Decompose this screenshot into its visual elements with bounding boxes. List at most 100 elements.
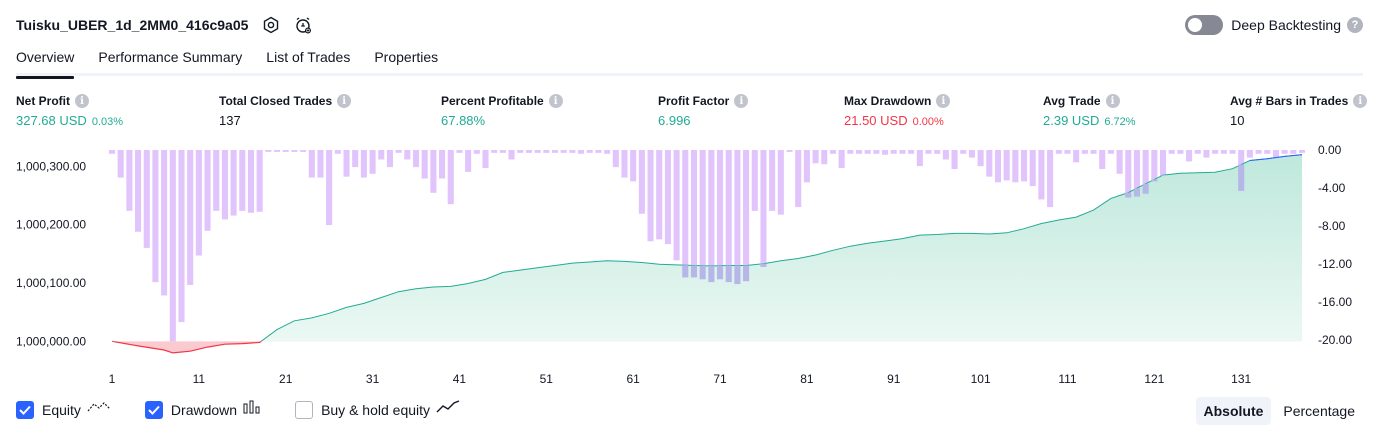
metric-label: Percent Profitable bbox=[441, 94, 544, 108]
x-tick-label: 91 bbox=[887, 372, 901, 386]
buy-hold-checkbox[interactable] bbox=[295, 400, 314, 419]
drawdown-bar bbox=[638, 150, 645, 214]
info-icon[interactable]: i bbox=[1353, 94, 1368, 108]
drawdown-bar bbox=[265, 150, 272, 152]
drawdown-bar bbox=[439, 150, 446, 179]
drawdown-bar bbox=[847, 150, 854, 154]
tab-overview[interactable]: Overview bbox=[16, 44, 75, 79]
drawdown-bar-overlap bbox=[708, 266, 715, 283]
equity-line-positive bbox=[112, 154, 1303, 342]
drawdown-checkbox[interactable] bbox=[144, 400, 163, 419]
metric-sub-value: 6.72% bbox=[1104, 116, 1136, 128]
drawdown-bar bbox=[951, 150, 958, 170]
percentage-button[interactable]: Percentage bbox=[1283, 403, 1355, 419]
tab-performance-summary[interactable]: Performance Summary bbox=[98, 49, 243, 65]
drawdown-bar bbox=[1264, 150, 1271, 154]
drawdown-bar bbox=[343, 150, 350, 177]
strategy-header: Tuisku_UBER_1d_2MM0_416c9a05 bbox=[16, 12, 312, 38]
drawdown-bar bbox=[1177, 150, 1184, 154]
drawdown-bar bbox=[838, 150, 845, 169]
info-icon[interactable]: i bbox=[548, 94, 563, 108]
x-tick-label: 11 bbox=[193, 372, 206, 386]
drawdown-bar bbox=[465, 150, 472, 172]
drawdown-bar bbox=[334, 150, 341, 154]
drawdown-bar bbox=[812, 150, 819, 164]
drawdown-bar bbox=[786, 150, 793, 152]
metric-value: 10 bbox=[1230, 113, 1245, 128]
drawdown-bar bbox=[1073, 150, 1080, 163]
absolute-button[interactable]: Absolute bbox=[1195, 397, 1272, 425]
drawdown-bar bbox=[673, 150, 680, 261]
x-axis: 1 11 21 31 41 51 61 71 81 91 101 111 121 131 bbox=[109, 372, 1252, 386]
drawdown-bar bbox=[534, 150, 541, 153]
y-left-tick-label: 1,000,300.00 bbox=[16, 159, 86, 173]
drawdown-bar bbox=[1003, 150, 1010, 181]
drawdown-bar bbox=[795, 150, 802, 208]
equity-checkbox[interactable] bbox=[16, 400, 34, 419]
info-icon[interactable]: i bbox=[337, 94, 352, 108]
drawdown-bar bbox=[326, 150, 333, 226]
drawdown-bar bbox=[994, 150, 1002, 183]
drawdown-bar-overlap bbox=[1151, 179, 1158, 182]
metric-total-closed-trades: Total Closed Trades i 137 bbox=[219, 92, 352, 128]
drawdown-bar bbox=[543, 150, 550, 153]
y-left-tick-label: 1,000,200.00 bbox=[16, 218, 86, 232]
help-icon[interactable]: ? bbox=[1347, 17, 1363, 33]
drawdown-bar bbox=[508, 150, 515, 160]
x-tick-label: 41 bbox=[453, 372, 467, 386]
drawdown-bar bbox=[430, 150, 437, 193]
add-alert-icon[interactable] bbox=[294, 16, 312, 34]
metric-net-profit: Net Profit i 327.68 USD 0.03% bbox=[16, 92, 123, 128]
legend-drawdown-label: Drawdown bbox=[170, 401, 238, 418]
drawdown-bar bbox=[378, 150, 385, 160]
drawdown-bar-overlap bbox=[1142, 183, 1149, 194]
drawdown-bar bbox=[578, 150, 585, 154]
deep-backtesting-toggle[interactable] bbox=[1185, 15, 1224, 35]
x-tick-label: 1 bbox=[109, 372, 116, 386]
legend-buy-hold[interactable]: Buy & hold equity bbox=[295, 400, 460, 419]
drawdown-bar-overlap bbox=[690, 265, 698, 278]
drawdown-bar bbox=[482, 150, 489, 169]
drawdown-bar bbox=[855, 150, 863, 154]
legend-equity[interactable]: Equity bbox=[16, 400, 111, 419]
drawdown-bar-overlap bbox=[1125, 192, 1132, 198]
drawdown-bar bbox=[317, 150, 324, 178]
drawdown-bar bbox=[360, 150, 367, 178]
metric-label: Avg # Bars in Trades bbox=[1230, 94, 1349, 108]
drawdown-bar-overlap bbox=[699, 265, 706, 280]
y-left-tick-label: 1,000,100.00 bbox=[16, 276, 86, 290]
drawdown-bar-overlap bbox=[734, 265, 741, 285]
x-tick-label: 71 bbox=[713, 372, 727, 386]
info-icon[interactable]: i bbox=[1105, 94, 1120, 108]
drawdown-bar bbox=[916, 150, 923, 167]
drawdown-bar bbox=[1038, 150, 1045, 200]
info-icon[interactable]: i bbox=[936, 94, 951, 108]
info-icon[interactable]: i bbox=[75, 94, 89, 108]
drawdown-bar bbox=[968, 150, 975, 158]
metric-value: 21.50 USD bbox=[844, 113, 908, 128]
equity-series bbox=[111, 154, 1303, 354]
settings-icon[interactable] bbox=[262, 16, 280, 34]
drawdown-bar bbox=[152, 150, 159, 283]
metric-value: 67.88% bbox=[441, 113, 486, 128]
drawdown-bar-overlap bbox=[743, 265, 750, 282]
drawdown-bar bbox=[682, 150, 689, 278]
drawdown-bar bbox=[1090, 150, 1097, 154]
drawdown-bar bbox=[1281, 150, 1288, 154]
drawdown-bar bbox=[421, 150, 428, 179]
drawdown-bar bbox=[178, 150, 185, 323]
drawdown-bar bbox=[656, 150, 663, 240]
legend-drawdown[interactable]: Drawdown bbox=[144, 400, 261, 419]
drawdown-bar bbox=[517, 150, 524, 153]
tab-properties[interactable]: Properties bbox=[374, 49, 439, 65]
drawdown-bar bbox=[1047, 150, 1054, 208]
metric-label: Max Drawdown bbox=[844, 94, 932, 108]
tab-list-of-trades[interactable]: List of Trades bbox=[266, 49, 351, 65]
value-units-switch: Absolute Percentage bbox=[1192, 397, 1364, 425]
drawdown-bar bbox=[412, 150, 420, 168]
drawdown-bar bbox=[760, 150, 767, 267]
drawdown-bar bbox=[195, 150, 202, 256]
info-icon[interactable]: i bbox=[734, 94, 749, 108]
drawdown-bar bbox=[499, 150, 506, 153]
drawdown-bar bbox=[690, 150, 698, 278]
